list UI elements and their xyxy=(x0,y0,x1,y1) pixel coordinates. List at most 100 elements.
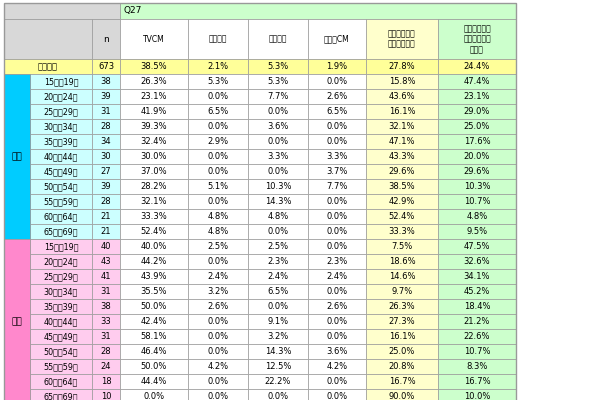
Bar xyxy=(120,209,188,224)
Bar xyxy=(438,329,516,344)
Text: 60歳～64歳: 60歳～64歳 xyxy=(44,212,78,221)
Text: 25歳～29歳: 25歳～29歳 xyxy=(44,107,78,116)
Text: 0.0%: 0.0% xyxy=(326,77,348,86)
Text: 25歳～29歳: 25歳～29歳 xyxy=(44,272,78,281)
Bar xyxy=(366,374,438,389)
Bar xyxy=(120,344,188,359)
Text: 32.1%: 32.1% xyxy=(141,197,167,206)
Text: 12.5%: 12.5% xyxy=(265,362,291,371)
Text: 25.0%: 25.0% xyxy=(464,122,490,131)
Text: 43.6%: 43.6% xyxy=(389,92,415,101)
Bar xyxy=(120,104,188,119)
Bar xyxy=(120,89,188,104)
Text: 4.8%: 4.8% xyxy=(467,212,487,221)
Bar xyxy=(92,149,120,164)
Bar xyxy=(30,164,92,179)
Text: 32.6%: 32.6% xyxy=(464,257,490,266)
Text: 52.4%: 52.4% xyxy=(389,212,415,221)
Text: 0.0%: 0.0% xyxy=(267,137,289,146)
Bar xyxy=(366,89,438,104)
Bar xyxy=(366,104,438,119)
Text: 29.0%: 29.0% xyxy=(464,107,490,116)
Text: 20.0%: 20.0% xyxy=(464,152,490,161)
Text: 8.3%: 8.3% xyxy=(466,362,487,371)
Text: 2.3%: 2.3% xyxy=(326,257,348,266)
Text: 43.3%: 43.3% xyxy=(389,152,415,161)
Text: 5.3%: 5.3% xyxy=(267,77,289,86)
Bar xyxy=(308,74,366,89)
Text: 35歳～39歳: 35歳～39歳 xyxy=(44,137,78,146)
Bar xyxy=(438,314,516,329)
Bar xyxy=(92,314,120,329)
Bar xyxy=(438,224,516,239)
Bar xyxy=(438,254,516,269)
Text: 30歳～34歳: 30歳～34歳 xyxy=(44,287,78,296)
Text: 2.1%: 2.1% xyxy=(207,62,229,71)
Text: 26.3%: 26.3% xyxy=(389,302,415,311)
Bar xyxy=(188,19,248,59)
Text: 6.5%: 6.5% xyxy=(207,107,229,116)
Bar xyxy=(438,269,516,284)
Text: 15.8%: 15.8% xyxy=(389,77,415,86)
Text: 23.1%: 23.1% xyxy=(464,92,490,101)
Text: 29.6%: 29.6% xyxy=(464,167,490,176)
Text: 9.1%: 9.1% xyxy=(267,317,289,326)
Bar xyxy=(188,74,248,89)
Bar xyxy=(366,194,438,209)
Text: 50歳～54歳: 50歳～54歳 xyxy=(44,347,78,356)
Bar xyxy=(92,299,120,314)
Text: 0.0%: 0.0% xyxy=(326,377,348,386)
Text: 31: 31 xyxy=(101,287,111,296)
Text: 16.7%: 16.7% xyxy=(389,377,415,386)
Bar xyxy=(92,194,120,209)
Text: 0.0%: 0.0% xyxy=(267,302,289,311)
Text: 39.3%: 39.3% xyxy=(141,122,167,131)
Bar xyxy=(248,224,308,239)
Bar xyxy=(92,119,120,134)
Text: 0.0%: 0.0% xyxy=(207,377,229,386)
Text: 5.3%: 5.3% xyxy=(207,77,229,86)
Text: 55歳～59歳: 55歳～59歳 xyxy=(44,362,78,371)
Bar xyxy=(366,209,438,224)
Bar xyxy=(188,119,248,134)
Bar xyxy=(188,344,248,359)
Text: n: n xyxy=(103,34,109,44)
Text: 2.3%: 2.3% xyxy=(267,257,289,266)
Text: 4.2%: 4.2% xyxy=(326,362,348,371)
Bar xyxy=(120,194,188,209)
Bar xyxy=(308,59,366,74)
Bar xyxy=(366,254,438,269)
Text: TVCM: TVCM xyxy=(143,34,165,44)
Bar xyxy=(308,254,366,269)
Bar xyxy=(30,74,92,89)
Text: 20歳～24歳: 20歳～24歳 xyxy=(44,92,78,101)
Bar xyxy=(366,329,438,344)
Bar xyxy=(366,224,438,239)
Text: 30: 30 xyxy=(101,152,111,161)
Bar xyxy=(120,389,188,400)
Bar xyxy=(92,284,120,299)
Bar xyxy=(248,389,308,400)
Bar xyxy=(248,74,308,89)
Bar xyxy=(120,314,188,329)
Bar xyxy=(92,164,120,179)
Text: 7.7%: 7.7% xyxy=(326,182,348,191)
Bar xyxy=(92,19,120,59)
Text: 15歳～19歳: 15歳～19歳 xyxy=(44,242,78,251)
Bar xyxy=(120,224,188,239)
Bar xyxy=(248,19,308,59)
Text: 4.8%: 4.8% xyxy=(207,212,229,221)
Text: 52.4%: 52.4% xyxy=(141,227,167,236)
Text: 17.6%: 17.6% xyxy=(464,137,490,146)
Bar xyxy=(92,59,120,74)
Text: 14.3%: 14.3% xyxy=(265,347,291,356)
Bar xyxy=(438,239,516,254)
Bar xyxy=(438,179,516,194)
Text: 20.8%: 20.8% xyxy=(389,362,415,371)
Bar xyxy=(308,329,366,344)
Text: 42.4%: 42.4% xyxy=(141,317,167,326)
Bar xyxy=(188,284,248,299)
Text: 38.5%: 38.5% xyxy=(141,62,167,71)
Bar xyxy=(4,3,516,400)
Bar xyxy=(366,299,438,314)
